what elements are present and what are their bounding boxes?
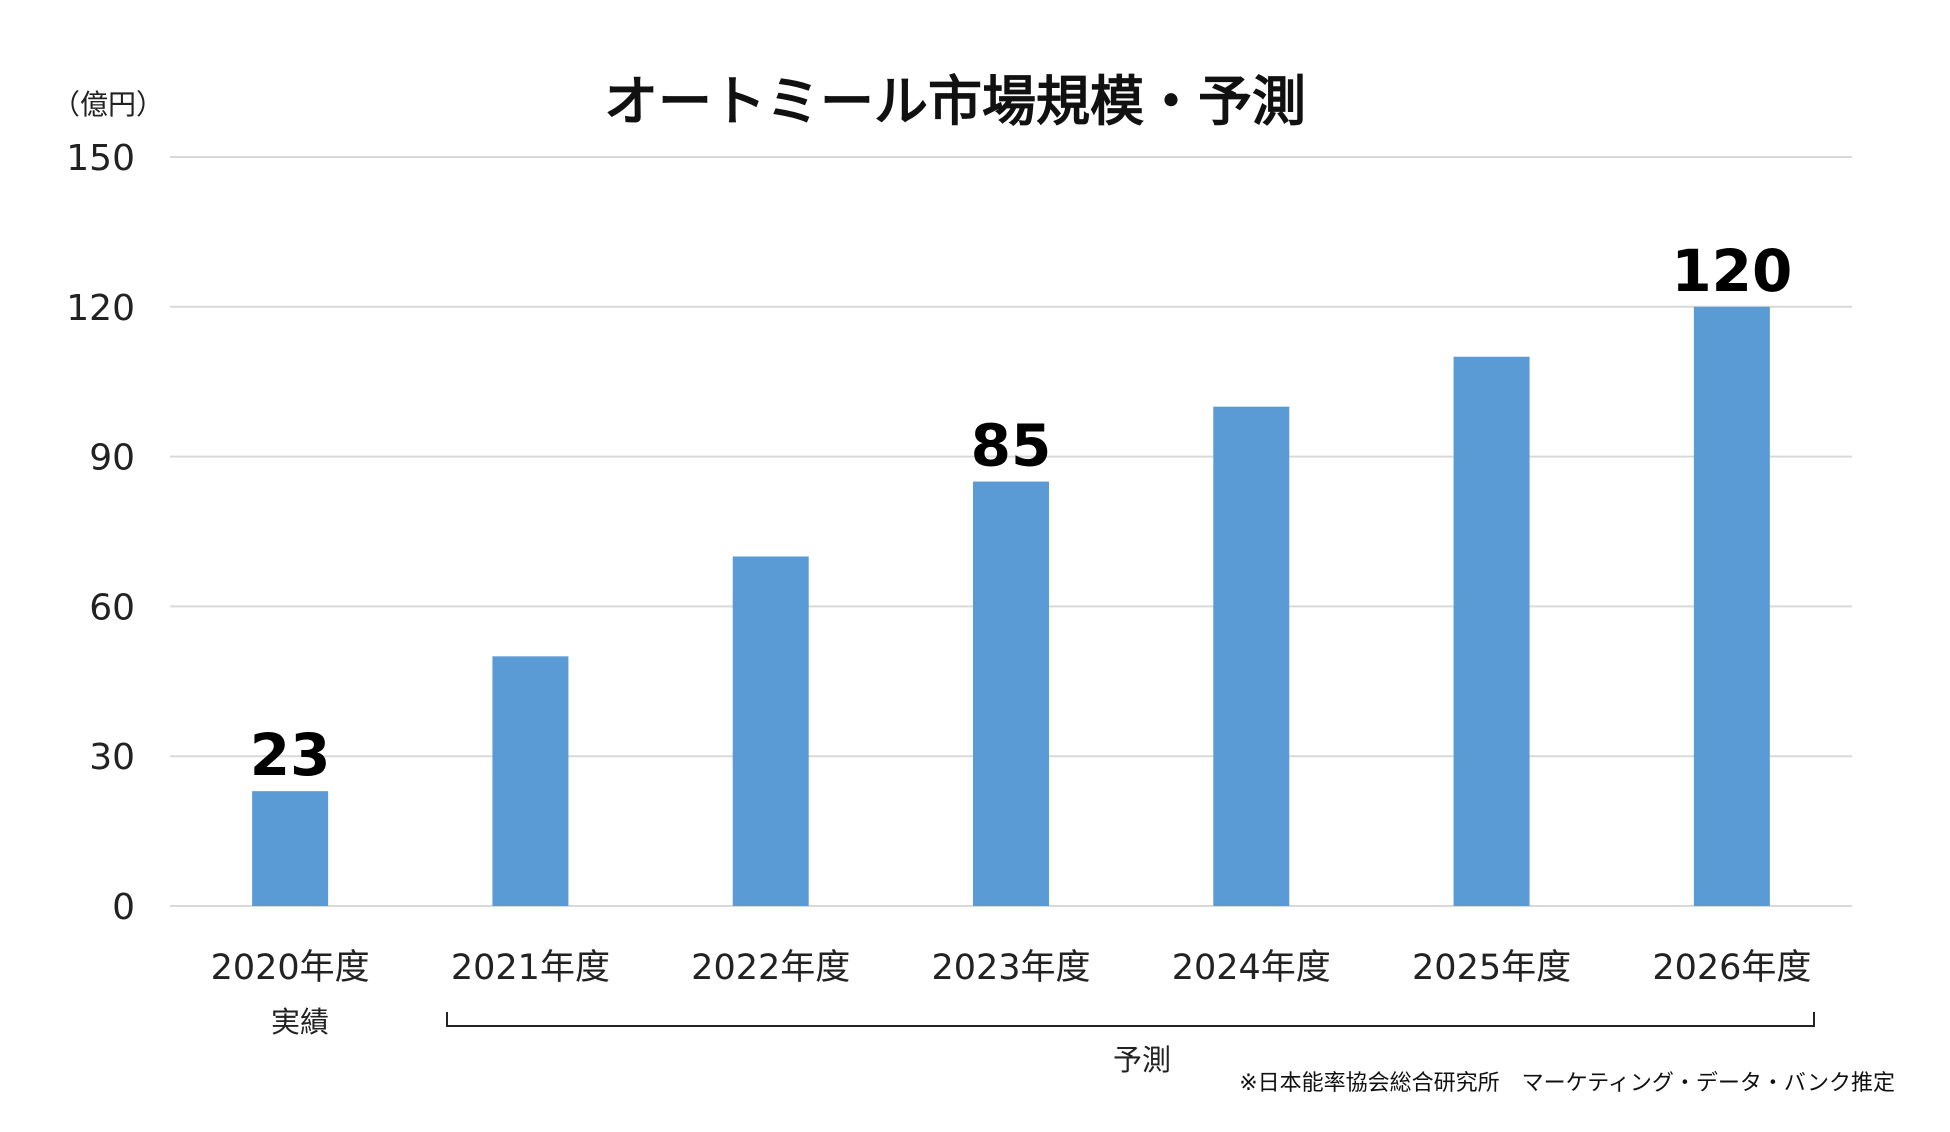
y-tick-label: 150 xyxy=(66,138,135,179)
x-tick-label: 2025年度 xyxy=(1412,948,1571,988)
bars xyxy=(252,306,1770,906)
x-tick-label: 2024年度 xyxy=(1172,948,1331,988)
bar-2023年度 xyxy=(973,481,1049,906)
x-axis-ticks: 2020年度 2021年度 2022年度 2023年度 2024年度 2025年度 2026… xyxy=(211,948,1812,988)
y-tick-label: 30 xyxy=(89,737,135,778)
x-tick-label: 2023年度 xyxy=(931,948,1090,988)
bar-2022年度 xyxy=(732,556,809,906)
bar-2024年度 xyxy=(1213,406,1290,906)
y-tick-label: 60 xyxy=(89,587,135,628)
x-tick-label: 2026年度 xyxy=(1652,948,1811,988)
bar-2025年度 xyxy=(1453,356,1530,906)
x-tick-label: 2020年度 xyxy=(211,948,370,988)
y-tick-label: 90 xyxy=(89,438,135,479)
bar-2021年度 xyxy=(492,656,569,906)
data-label: 85 xyxy=(971,412,1052,480)
forecast-bracket xyxy=(446,1012,1815,1027)
source-note: ※日本能率協会総合研究所 マーケティング・データ・バンク推定 xyxy=(1239,1071,1895,1096)
y-axis-unit-label: （億円） xyxy=(52,88,164,121)
bar-2026年度 xyxy=(1693,306,1770,906)
bar-2020年度 xyxy=(252,791,329,906)
y-axis-ticks: 0 30 60 90 120 150 xyxy=(66,138,135,928)
data-labels: 23 85 120 xyxy=(250,237,1793,789)
chart-title: オートミール市場規模・予測 xyxy=(604,70,1306,133)
forecast-label: 予測 xyxy=(1113,1043,1171,1077)
x-tick-label: 2022年度 xyxy=(691,948,850,988)
data-label: 120 xyxy=(1671,237,1792,305)
data-label: 23 xyxy=(250,721,331,789)
y-tick-label: 120 xyxy=(66,288,135,329)
actual-label: 実績 xyxy=(271,1005,329,1039)
x-tick-label: 2021年度 xyxy=(451,948,610,988)
y-tick-label: 0 xyxy=(112,887,135,928)
